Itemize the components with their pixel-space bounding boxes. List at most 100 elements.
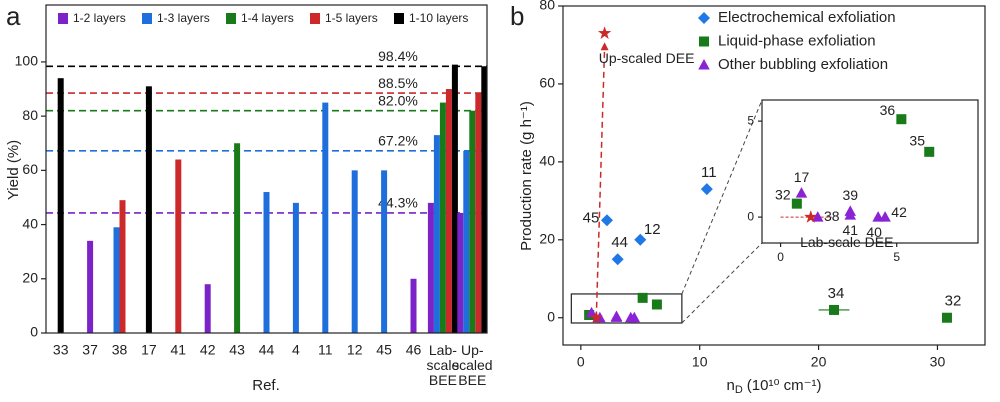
x-tick-label: 41 (171, 342, 187, 358)
bar (457, 212, 464, 333)
inset-data-point (896, 114, 907, 125)
bar (175, 159, 182, 333)
point-label: 38 (824, 208, 840, 224)
zoom-connector (681, 99, 763, 295)
data-point (651, 299, 662, 310)
highlight-point (597, 26, 612, 39)
inset-x-tick-label: 5 (893, 250, 900, 264)
point-label: 36 (880, 102, 896, 118)
legend-label: 1-5 layers (325, 11, 378, 25)
panel-label: b (510, 1, 524, 31)
legend-label: Liquid-phase exfoliation (718, 32, 876, 49)
x-tick-label: Lab-scale BEE (427, 342, 460, 388)
x-tick-label: 42 (200, 342, 216, 358)
y-axis-label: Yield (%) (5, 140, 22, 200)
legend-swatch (142, 13, 152, 24)
y-tick-label: 100 (15, 53, 39, 69)
y-tick-label: 20 (22, 269, 38, 285)
bar (410, 278, 417, 333)
point-label: 40 (866, 224, 882, 240)
bar (292, 202, 299, 333)
point-label: 32 (945, 293, 962, 310)
point-label: 32 (775, 186, 791, 202)
legend-label: 1-3 layers (157, 11, 210, 25)
point-label: 45 (583, 209, 600, 226)
y-tick-label: 0 (547, 308, 555, 324)
x-tick-label: 45 (376, 342, 392, 358)
y-tick-label: 80 (22, 107, 38, 123)
bar (119, 200, 126, 333)
y-tick-label: 60 (539, 75, 555, 91)
bar (113, 227, 120, 333)
inset-data-point (811, 211, 824, 222)
reference-label: 88.5% (378, 75, 418, 91)
x-tick-label: 10 (692, 354, 708, 370)
bar (204, 284, 211, 333)
data-point (611, 253, 624, 266)
data-point (829, 304, 840, 315)
inset-data-point (791, 198, 802, 209)
data-point (941, 312, 952, 323)
y-tick-label: 40 (22, 215, 38, 231)
point-label: 12 (644, 221, 661, 238)
reference-label: 44.3% (378, 195, 418, 211)
legend-marker (698, 12, 710, 24)
x-tick-label: Up-scaled BEE (452, 342, 492, 388)
point-label: 34 (828, 285, 845, 302)
inset-x-tick-label: 0 (777, 250, 784, 264)
legend-swatch (58, 13, 68, 24)
inset-frame (761, 99, 979, 244)
y-tick-label: 80 (539, 0, 555, 13)
bar (263, 192, 270, 333)
legend-marker (699, 36, 709, 47)
bar (439, 102, 446, 333)
bar (445, 89, 452, 334)
legend-label: 1-10 layers (409, 11, 468, 25)
bar (433, 135, 440, 333)
x-axis-unit: (10¹⁰ cm⁻¹) (747, 377, 822, 394)
panel-label: a (6, 1, 21, 31)
point-label: Lab-scale DEE (800, 234, 893, 250)
x-tick-label: 33 (53, 342, 69, 358)
legend-marker (698, 59, 710, 70)
legend-label: Other bubbling exfoliation (718, 56, 888, 73)
point-label: 35 (909, 133, 925, 149)
y-tick-label: 20 (539, 230, 555, 246)
reference-label: 82.0% (378, 92, 418, 108)
bar (463, 150, 470, 333)
x-tick-label: 38 (112, 342, 128, 358)
x-tick-label: 0 (577, 354, 585, 370)
x-tick-label: 20 (811, 354, 827, 370)
point-label: Up-scaled DEE (599, 50, 695, 66)
x-tick-label: 30 (930, 354, 946, 370)
point-label: 11 (701, 164, 717, 181)
data-point (634, 233, 647, 246)
arrow (595, 47, 606, 318)
bar (351, 170, 358, 333)
data-point (628, 311, 641, 323)
inset-data-point (879, 211, 891, 222)
x-axis-symbol: n (726, 377, 734, 394)
x-axis-label: nD (10¹⁰ cm⁻¹) (726, 377, 821, 396)
bar (322, 102, 329, 333)
x-tick-label: 12 (347, 342, 363, 358)
x-tick-label: 4 (292, 342, 300, 358)
legend-label: 1-2 layers (73, 11, 126, 25)
data-point (585, 306, 598, 318)
point-label: 17 (794, 169, 810, 185)
legend-swatch (226, 13, 236, 24)
plot-frame (45, 4, 488, 334)
bar (427, 202, 434, 333)
inset-y-tick-label: 5 (747, 113, 754, 127)
x-tick-label: 43 (229, 342, 245, 358)
point-label: 39 (842, 187, 858, 203)
reference-label: 67.2% (378, 133, 418, 149)
bar (481, 66, 488, 333)
bar (475, 93, 482, 333)
bar (381, 170, 388, 333)
arrow-head (600, 42, 609, 51)
x-axis-label: Ref. (252, 377, 280, 394)
x-axis-subscript: D (735, 384, 743, 396)
